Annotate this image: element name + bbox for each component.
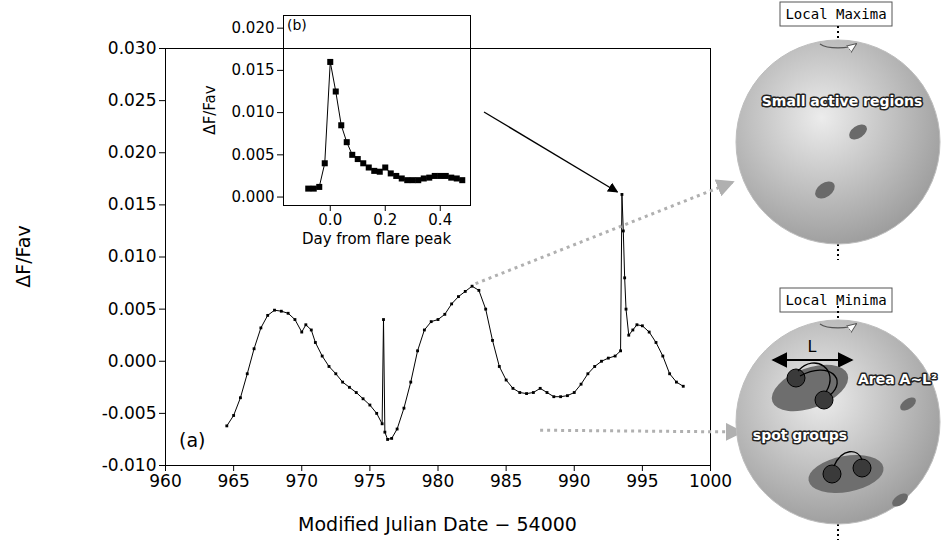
svg-text:0.010: 0.010 bbox=[232, 103, 275, 121]
svg-text:(a): (a) bbox=[179, 429, 205, 451]
svg-text:0.015: 0.015 bbox=[232, 61, 275, 79]
svg-text:Local Maxima: Local Maxima bbox=[785, 6, 886, 22]
svg-text:spot groups: spot groups bbox=[753, 427, 847, 443]
svg-text:0.030: 0.030 bbox=[108, 38, 157, 58]
svg-text:0.005: 0.005 bbox=[232, 146, 275, 164]
svg-text:0.000: 0.000 bbox=[108, 351, 157, 371]
svg-text:L: L bbox=[808, 337, 817, 356]
svg-text:1000: 1000 bbox=[689, 471, 732, 491]
svg-text:985: 985 bbox=[490, 471, 522, 491]
svg-text:990: 990 bbox=[558, 471, 590, 491]
svg-text:ΔF/Fav: ΔF/Fav bbox=[12, 225, 34, 287]
svg-text:Small active regions: Small active regions bbox=[762, 93, 922, 109]
svg-text:0.010: 0.010 bbox=[108, 246, 157, 266]
svg-text:-0.010: -0.010 bbox=[102, 455, 157, 475]
svg-text:Day from flare peak: Day from flare peak bbox=[302, 230, 451, 248]
svg-text:975: 975 bbox=[354, 471, 386, 491]
svg-text:965: 965 bbox=[217, 471, 249, 491]
svg-text:0.020: 0.020 bbox=[108, 142, 157, 162]
svg-text:0.2: 0.2 bbox=[373, 211, 397, 229]
svg-text:(b): (b) bbox=[287, 17, 307, 33]
svg-text:0.000: 0.000 bbox=[232, 188, 275, 206]
svg-text:0.025: 0.025 bbox=[108, 90, 157, 110]
svg-text:0.0: 0.0 bbox=[318, 211, 342, 229]
svg-text:ΔF/Fav: ΔF/Fav bbox=[201, 85, 219, 134]
svg-text:970: 970 bbox=[286, 471, 318, 491]
svg-text:Modified Julian Date − 54000: Modified Julian Date − 54000 bbox=[298, 513, 577, 535]
svg-text:0.005: 0.005 bbox=[108, 299, 157, 319]
svg-text:0.020: 0.020 bbox=[232, 19, 275, 37]
svg-text:Local Minima: Local Minima bbox=[785, 292, 886, 308]
svg-text:995: 995 bbox=[626, 471, 658, 491]
svg-text:0.4: 0.4 bbox=[428, 211, 452, 229]
svg-text:0.015: 0.015 bbox=[108, 194, 157, 214]
svg-text:960: 960 bbox=[149, 471, 181, 491]
svg-text:-0.005: -0.005 bbox=[102, 403, 157, 423]
svg-text:980: 980 bbox=[422, 471, 454, 491]
svg-text:Area A~L²: Area A~L² bbox=[858, 371, 937, 387]
